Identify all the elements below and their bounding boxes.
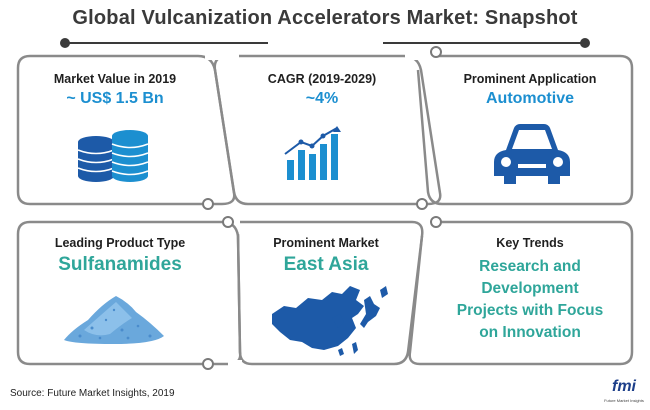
source-note: Source: Future Market Insights, 2019 <box>10 388 175 399</box>
cagr-label: CAGR (2019-2029) <box>267 72 377 86</box>
application-label: Prominent Application <box>463 72 597 86</box>
market-value-amount: ~ US$ 1.5 Bn <box>66 90 164 107</box>
divider-dot-right <box>580 38 590 48</box>
connector-ring <box>430 216 442 228</box>
title-divider-right <box>383 42 583 44</box>
market-value-label: Market Value in 2019 <box>53 72 177 86</box>
car-icon <box>494 124 570 184</box>
frame-cagr <box>213 54 442 206</box>
coin-stack-icon <box>77 130 149 182</box>
logo-subtext: Future Market Insights <box>604 398 644 403</box>
frame-market <box>236 220 424 366</box>
trend-line: Projects with Focus <box>456 302 604 319</box>
connector-ring <box>222 216 234 228</box>
cagr-value: ~4% <box>305 90 339 107</box>
application-value: Automotive <box>486 90 574 107</box>
title-divider-left <box>68 42 268 44</box>
powder-pile-icon <box>64 296 164 344</box>
logo-text: fmi <box>612 378 636 395</box>
frame-application <box>416 54 634 206</box>
bar-growth-chart-icon <box>284 126 341 180</box>
connector-ring <box>430 46 442 58</box>
east-asia-map-icon <box>272 286 388 356</box>
connector-ring <box>202 198 214 210</box>
trend-line: Development <box>481 280 579 297</box>
trends-text: Research and Development Projects with F… <box>430 256 630 344</box>
trends-label: Key Trends <box>496 236 564 250</box>
connector-ring <box>416 198 428 210</box>
frame-market-value <box>16 54 236 206</box>
trend-line: on Innovation <box>479 324 581 341</box>
page-title: Global Vulcanization Accelerators Market… <box>72 7 578 29</box>
trend-line: Research and <box>479 258 581 275</box>
divider-dot-left <box>60 38 70 48</box>
frame-trends <box>408 220 634 366</box>
connector-ring <box>202 358 214 370</box>
fmi-logo: fmi Future Market Insights <box>604 378 644 408</box>
market-value: East Asia <box>283 254 369 275</box>
product-label: Leading Product Type <box>54 236 186 250</box>
product-value: Sulfanamides <box>58 254 182 275</box>
market-label: Prominent Market <box>273 236 379 250</box>
